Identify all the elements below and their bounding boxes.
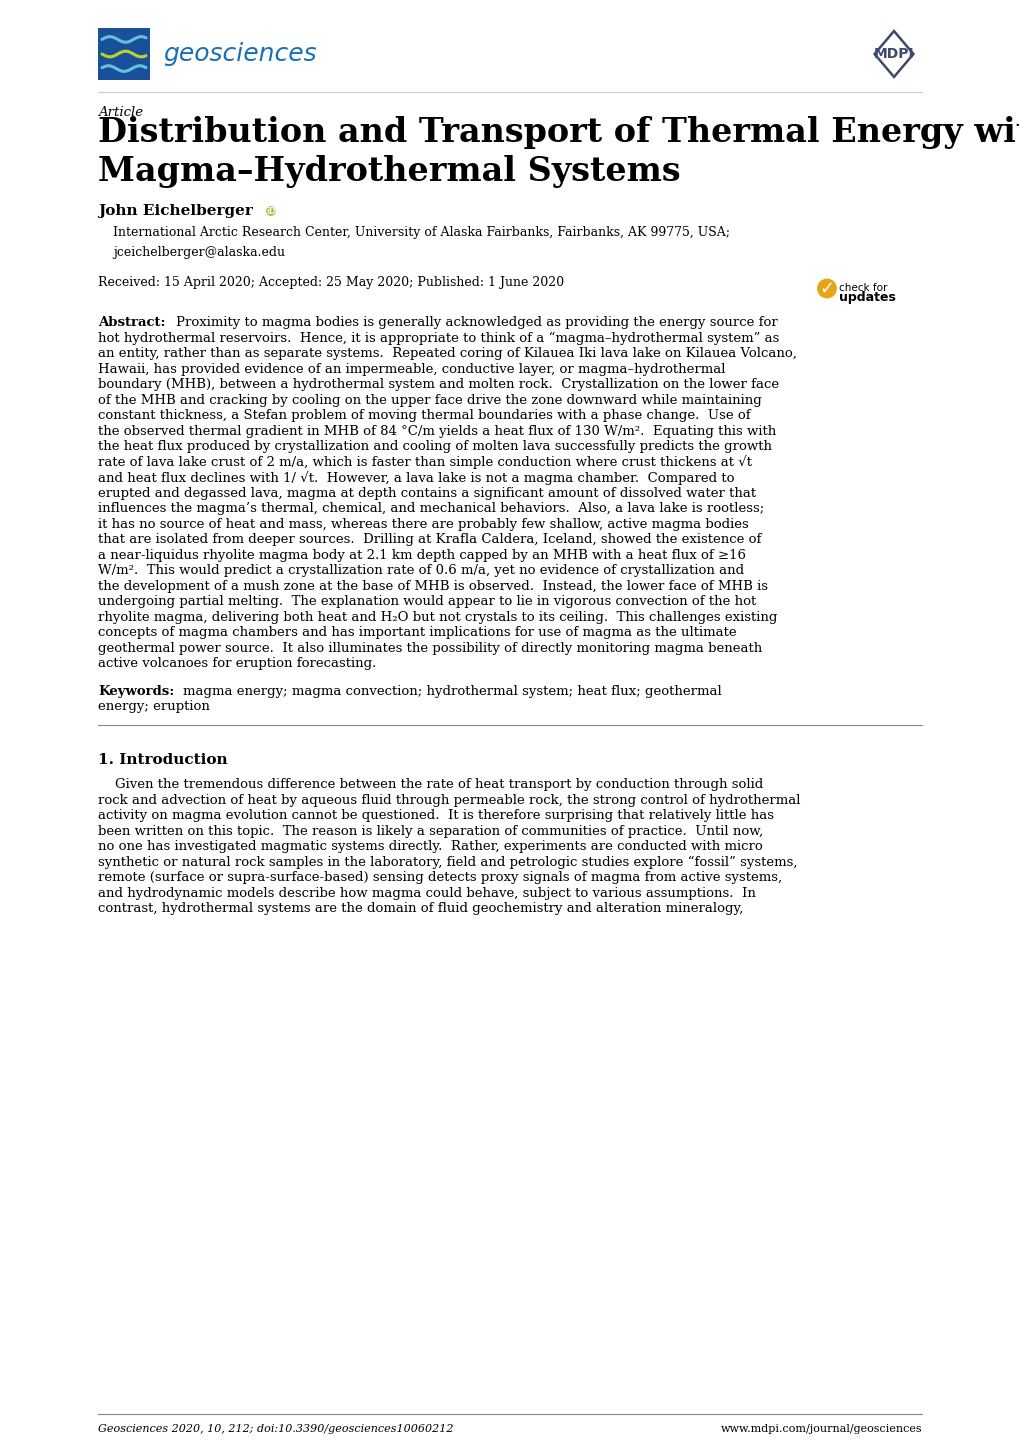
Text: W/m².  This would predict a crystallization rate of 0.6 m/a, yet no evidence of : W/m². This would predict a crystallizati… <box>98 564 744 577</box>
Text: no one has investigated magmatic systems directly.  Rather, experiments are cond: no one has investigated magmatic systems… <box>98 841 762 854</box>
Text: International Arctic Research Center, University of Alaska Fairbanks, Fairbanks,: International Arctic Research Center, Un… <box>113 226 730 239</box>
Text: the development of a mush zone at the base of MHB is observed.  Instead, the low: the development of a mush zone at the ba… <box>98 580 767 593</box>
Text: iD: iD <box>266 206 276 215</box>
Circle shape <box>817 280 836 297</box>
Text: Hawaii, has provided evidence of an impermeable, conductive layer, or magma–hydr: Hawaii, has provided evidence of an impe… <box>98 362 725 375</box>
Text: magma energy; magma convection; hydrothermal system; heat flux; geothermal: magma energy; magma convection; hydrothe… <box>182 685 721 698</box>
Text: Geosciences 2020, 10, 212; doi:10.3390/geosciences10060212: Geosciences 2020, 10, 212; doi:10.3390/g… <box>98 1425 453 1433</box>
Text: geothermal power source.  It also illuminates the possibility of directly monito: geothermal power source. It also illumin… <box>98 642 761 655</box>
Text: the observed thermal gradient in MHB of 84 °C/m yields a heat flux of 130 W/m². : the observed thermal gradient in MHB of … <box>98 424 775 437</box>
Text: a near-liquidus rhyolite magma body at 2.1 km depth capped by an MHB with a heat: a near-liquidus rhyolite magma body at 2… <box>98 548 745 561</box>
Text: an entity, rather than as separate systems.  Repeated coring of Kilauea Iki lava: an entity, rather than as separate syste… <box>98 348 796 360</box>
Text: activity on magma evolution cannot be questioned.  It is therefore surprising th: activity on magma evolution cannot be qu… <box>98 809 773 822</box>
Text: of the MHB and cracking by cooling on the upper face drive the zone downward whi: of the MHB and cracking by cooling on th… <box>98 394 761 407</box>
Text: active volcanoes for eruption forecasting.: active volcanoes for eruption forecastin… <box>98 658 376 671</box>
Text: geosciences: geosciences <box>163 42 316 66</box>
Polygon shape <box>873 32 913 76</box>
Text: ✓: ✓ <box>818 280 834 297</box>
Text: jceichelberger@alaska.edu: jceichelberger@alaska.edu <box>113 247 284 260</box>
Text: that are isolated from deeper sources.  Drilling at Krafla Caldera, Iceland, sho: that are isolated from deeper sources. D… <box>98 534 760 547</box>
Text: Article: Article <box>98 107 143 120</box>
Text: updates: updates <box>838 290 895 303</box>
Text: Distribution and Transport of Thermal Energy within
Magma–Hydrothermal Systems: Distribution and Transport of Thermal En… <box>98 115 1019 187</box>
Text: John Eichelberger: John Eichelberger <box>98 203 253 218</box>
Text: erupted and degassed lava, magma at depth contains a significant amount of disso: erupted and degassed lava, magma at dept… <box>98 486 755 499</box>
Text: energy; eruption: energy; eruption <box>98 699 210 712</box>
Text: Received: 15 April 2020; Accepted: 25 May 2020; Published: 1 June 2020: Received: 15 April 2020; Accepted: 25 Ma… <box>98 275 564 288</box>
Text: www.mdpi.com/journal/geosciences: www.mdpi.com/journal/geosciences <box>719 1425 921 1433</box>
Text: rate of lava lake crust of 2 m/a, which is faster than simple conduction where c: rate of lava lake crust of 2 m/a, which … <box>98 456 751 469</box>
FancyBboxPatch shape <box>98 27 150 79</box>
Text: it has no source of heat and mass, whereas there are probably few shallow, activ: it has no source of heat and mass, where… <box>98 518 748 531</box>
Text: undergoing partial melting.  The explanation would appear to lie in vigorous con: undergoing partial melting. The explanat… <box>98 596 755 609</box>
Text: remote (surface or supra-surface-based) sensing detects proxy signals of magma f: remote (surface or supra-surface-based) … <box>98 871 782 884</box>
Text: and hydrodynamic models describe how magma could behave, subject to various assu: and hydrodynamic models describe how mag… <box>98 887 755 900</box>
Text: Abstract:: Abstract: <box>98 316 165 329</box>
Text: concepts of magma chambers and has important implications for use of magma as th: concepts of magma chambers and has impor… <box>98 626 736 639</box>
Circle shape <box>267 206 275 215</box>
Text: synthetic or natural rock samples in the laboratory, field and petrologic studie: synthetic or natural rock samples in the… <box>98 855 797 868</box>
Text: Keywords:: Keywords: <box>98 685 174 698</box>
Text: 1. Introduction: 1. Introduction <box>98 753 227 767</box>
Text: the heat flux produced by crystallization and cooling of molten lava successfull: the heat flux produced by crystallizatio… <box>98 440 771 453</box>
Text: been written on this topic.  The reason is likely a separation of communities of: been written on this topic. The reason i… <box>98 825 762 838</box>
Text: MDPI: MDPI <box>873 48 913 61</box>
Text: rhyolite magma, delivering both heat and H₂O but not crystals to its ceiling.  T: rhyolite magma, delivering both heat and… <box>98 610 776 623</box>
Text: influences the magma’s thermal, chemical, and mechanical behaviors.  Also, a lav: influences the magma’s thermal, chemical… <box>98 502 763 515</box>
Text: Given the tremendous difference between the rate of heat transport by conduction: Given the tremendous difference between … <box>98 779 762 792</box>
Text: contrast, hydrothermal systems are the domain of fluid geochemistry and alterati: contrast, hydrothermal systems are the d… <box>98 903 743 916</box>
Text: check for: check for <box>838 283 886 293</box>
Text: and heat flux declines with 1/ √t.  However, a lava lake is not a magma chamber.: and heat flux declines with 1/ √t. Howev… <box>98 472 734 485</box>
Text: hot hydrothermal reservoirs.  Hence, it is appropriate to think of a “magma–hydr: hot hydrothermal reservoirs. Hence, it i… <box>98 332 779 345</box>
Text: Proximity to magma bodies is generally acknowledged as providing the energy sour: Proximity to magma bodies is generally a… <box>176 316 777 329</box>
Text: boundary (MHB), between a hydrothermal system and molten rock.  Crystallization : boundary (MHB), between a hydrothermal s… <box>98 378 779 391</box>
Text: rock and advection of heat by aqueous fluid through permeable rock, the strong c: rock and advection of heat by aqueous fl… <box>98 793 800 806</box>
Text: constant thickness, a Stefan problem of moving thermal boundaries with a phase c: constant thickness, a Stefan problem of … <box>98 410 750 423</box>
